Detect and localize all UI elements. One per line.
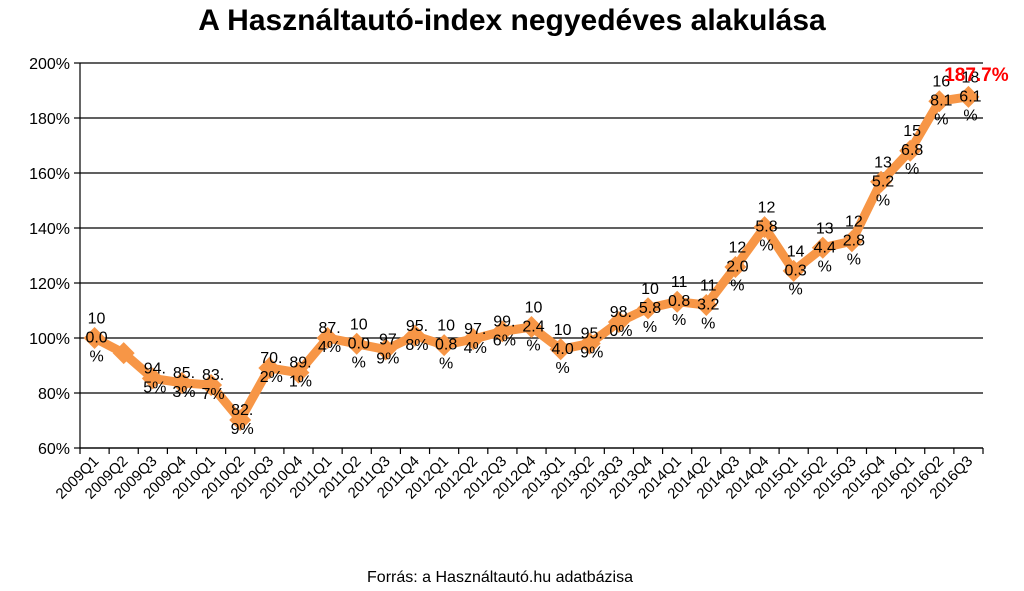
data-point (928, 90, 951, 113)
data-point (170, 371, 193, 394)
y-tick-label: 100% (29, 331, 70, 348)
data-label: 97 9% (376, 332, 399, 368)
data-label: 98. 0% (609, 304, 632, 340)
data-point (753, 216, 776, 239)
data-point (403, 324, 426, 347)
data-label: 16 8.1% (930, 74, 952, 129)
data-point (287, 361, 310, 384)
chart-title: A Használtautó-index negyedéves alakulás… (198, 4, 826, 37)
data-point (200, 374, 223, 397)
data-label: 13 5.2% (872, 154, 894, 209)
data-label: 10 0.8% (435, 318, 457, 373)
series-line (90, 92, 973, 425)
x-axis: 2009Q12009Q22009Q32009Q42010Q12010Q22010… (53, 447, 984, 503)
data-point (491, 320, 514, 343)
last-value-label: 187.7% (944, 65, 1009, 86)
data-point (840, 230, 863, 253)
data-label: 12 2.0% (726, 240, 748, 295)
data-point (957, 85, 980, 108)
data-label: 83. 7% (202, 367, 225, 403)
data-point (870, 170, 893, 193)
data-point (345, 332, 368, 355)
data-label: 10 5.8% (639, 281, 661, 336)
y-tick-label: 200% (29, 56, 70, 73)
data-point (899, 139, 922, 162)
data-point (695, 294, 718, 316)
data-point (811, 236, 834, 259)
y-tick-label: 120% (29, 276, 70, 293)
data-label: 12 5.8% (755, 200, 777, 255)
data-point (316, 327, 339, 349)
data-point (229, 408, 252, 431)
data-point (83, 327, 106, 349)
data-point (724, 256, 747, 279)
data-label: 14 0.3% (785, 243, 807, 298)
data-label: 87. 4% (318, 320, 341, 356)
data-label: 95. 8% (405, 318, 428, 354)
data-label: 82. 9% (231, 402, 254, 438)
data-label: 13 4.4% (814, 220, 836, 275)
data-point (112, 342, 135, 365)
data-label: 10 4.0% (552, 322, 574, 377)
data-point (258, 356, 281, 379)
data-point (578, 332, 601, 355)
data-point (666, 290, 689, 313)
data-point (782, 259, 805, 282)
y-tick-label: 180% (29, 111, 70, 128)
data-point (607, 311, 630, 334)
data-label: 15 6.8% (901, 123, 923, 178)
data-label: 99. 6% (493, 313, 516, 349)
data-labels: 10 0.0 % 94. 5% 85. 3% 83. 7% 82. 9% 70. 2% 89. 1% 87. 4… (85, 65, 1008, 438)
data-point (520, 316, 543, 338)
data-point (462, 328, 485, 351)
y-tick-label: 160% (29, 166, 70, 183)
data-point (433, 334, 456, 357)
data-label: 89. 1% (289, 355, 312, 391)
data-point (141, 367, 164, 390)
data-point (549, 338, 572, 361)
data-label: 18 6.1% (959, 69, 981, 124)
y-axis: 60% 80% 100% 120% 140% 160% 180% 200% (29, 56, 81, 458)
data-point (374, 338, 397, 361)
y-tick-label: 80% (38, 386, 70, 403)
data-label: 70. 2% (260, 350, 283, 386)
y-tick-label: 140% (29, 221, 70, 238)
data-label: 10 0.0% (348, 316, 370, 371)
series-index (83, 85, 980, 431)
data-label: 12 2.8% (843, 214, 865, 269)
data-label: 11 3.2% (697, 278, 719, 333)
data-label: 11 0.8% (668, 274, 690, 329)
data-label: 94. 5% (143, 360, 166, 396)
data-label: 95. 9% (580, 326, 603, 362)
data-point (637, 297, 660, 320)
chart-source: Forrás: a Használtautó.hu adatbázisa (367, 569, 633, 586)
y-tick-label: 60% (38, 441, 70, 458)
data-label: 97. 4% (464, 321, 487, 357)
data-label: 85. 3% (172, 365, 195, 401)
data-label: 10 0.0% (85, 311, 107, 366)
data-label: 10 2.4% (522, 300, 544, 355)
